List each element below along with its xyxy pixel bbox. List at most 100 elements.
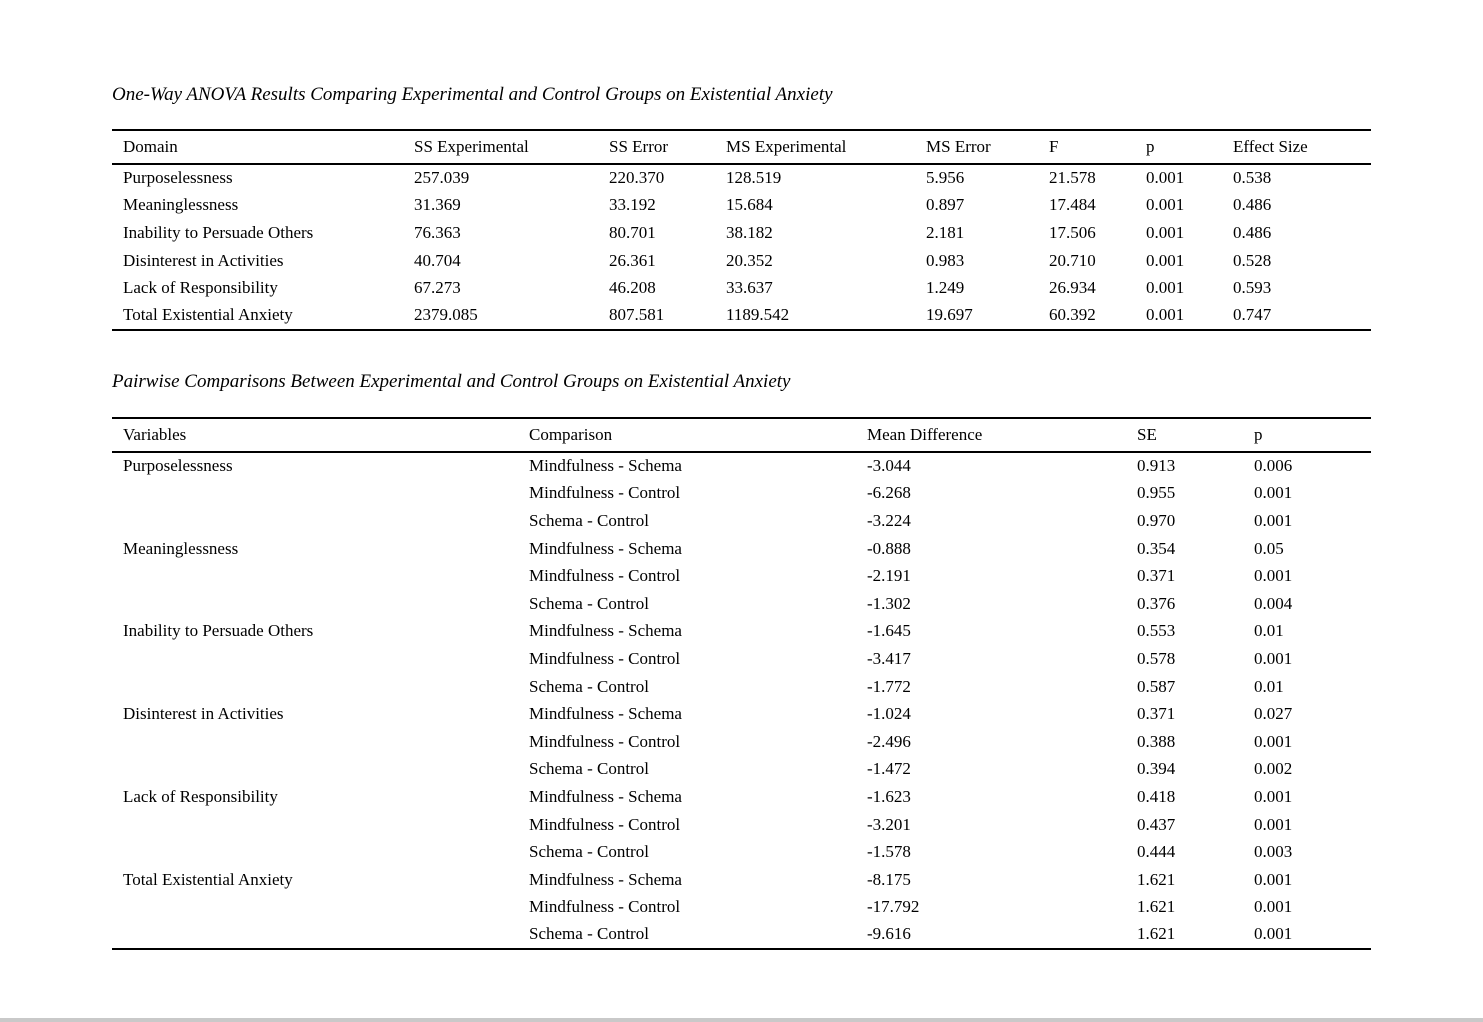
table-cell: 1.249 [926,278,965,298]
table-row: Inability to Persuade Others Mindfulness … [112,618,1371,646]
table-cell: 38.182 [726,222,773,242]
table-cell: 17.484 [1049,195,1096,215]
column-header-ms-experimental: MS Experimental [726,130,926,165]
page-bottom-edge [0,1018,1483,1022]
table-cell: -0.888 [867,538,911,558]
table-cell: 0.01 [1254,621,1284,641]
table-cell: Mindfulness - Control [529,897,681,917]
table-cell: 1.621 [1137,924,1176,944]
table-cell: 0.001 [1146,278,1185,298]
table-cell: -17.792 [867,897,920,917]
anova-table-body: Purposelessness 257.039 220.370 128.519 5.95… [112,164,1371,330]
table-cell [112,645,529,673]
table-cell: 20.710 [1049,250,1096,270]
table-cell: 2.181 [926,222,965,242]
table-cell: -1.645 [867,621,911,641]
table-cell [112,562,529,590]
table-cell: Mindfulness - Schema [529,704,682,724]
table-cell: Schema - Control [529,593,649,613]
table-cell: 0.913 [1137,456,1176,476]
table-cell: 20.352 [726,250,773,270]
table-cell: -3.201 [867,814,911,834]
table-cell: -8.175 [867,869,911,889]
pairwise-table-title: Pairwise Comparisons Between Experimenta… [112,371,791,392]
table-cell: 0.376 [1137,593,1176,613]
table-cell: 5.956 [926,168,965,188]
table-cell: 0.486 [1233,195,1272,215]
table-cell: Total Existential Anxiety [123,869,293,889]
column-header-ss-experimental: SS Experimental [414,130,609,165]
anova-table: Domain SS Experimental SS Error MS Exper… [112,129,1371,331]
column-header-domain: Domain [112,130,414,165]
table-cell: 0.486 [1233,222,1272,242]
table-row: Mindfulness - Control -17.792 1.621 0.001 [112,894,1371,922]
table-cell: 0.001 [1254,786,1293,806]
table-row: Mindfulness - Control -3.417 0.578 0.001 [112,645,1371,673]
table-row: Inability to Persuade Others 76.363 80.701… [112,219,1371,247]
table-cell: 0.001 [1254,510,1293,530]
table-row: Mindfulness - Control -2.496 0.388 0.001 [112,728,1371,756]
table-cell: Schema - Control [529,759,649,779]
table-cell: 0.001 [1254,648,1293,668]
table-cell: -1.472 [867,759,911,779]
table-cell: 1189.542 [726,305,790,325]
table-cell: 33.192 [609,195,656,215]
table-cell: Lack of Responsibility [123,278,278,298]
table-cell: 0.001 [1146,305,1185,325]
column-header-comparison: Comparison [529,418,867,453]
table-cell: 0.444 [1137,842,1176,862]
table-cell: Mindfulness - Control [529,731,681,751]
table-cell: 0.388 [1137,731,1176,751]
table-row: Schema - Control -3.224 0.970 0.001 [112,507,1371,535]
table-cell: 807.581 [609,305,665,325]
table-cell: -6.268 [867,483,911,503]
pairwise-header-row: Variables Comparison Mean Difference SE … [112,418,1371,453]
table-cell: Purposelessness [123,168,233,188]
table-row: Schema - Control -1.472 0.394 0.002 [112,756,1371,784]
table-cell: 0.001 [1146,168,1185,188]
table-cell: Mindfulness - Control [529,648,681,668]
table-cell: -1.772 [867,676,911,696]
table-cell: 17.506 [1049,222,1096,242]
table-cell: Schema - Control [529,924,649,944]
table-cell: -2.496 [867,731,911,751]
table-cell: -1.302 [867,593,911,613]
table-cell: 76.363 [414,222,461,242]
table-cell: 0.593 [1233,278,1272,298]
table-cell [112,590,529,618]
table-cell: 40.704 [414,250,461,270]
table-cell: 60.392 [1049,305,1096,325]
table-cell: 0.003 [1254,842,1293,862]
table-cell: 15.684 [726,195,773,215]
table-cell [112,811,529,839]
column-header-f: F [1049,130,1146,165]
table-cell: 0.578 [1137,648,1176,668]
table-cell: Mindfulness - Schema [529,456,682,476]
table-cell: 0.394 [1137,759,1176,779]
table-cell: Mindfulness - Control [529,483,681,503]
table-cell: 0.001 [1254,483,1293,503]
table-cell [112,894,529,922]
anova-table-title: One-Way ANOVA Results Comparing Experime… [112,84,833,105]
column-header-ss-error: SS Error [609,130,726,165]
table-cell: 0.002 [1254,759,1293,779]
table-cell: 26.934 [1049,278,1096,298]
table-cell: Lack of Responsibility [123,786,278,806]
table-cell: 0.354 [1137,538,1176,558]
table-cell [112,673,529,701]
table-cell: 0.528 [1233,250,1272,270]
table-row: Purposelessness Mindfulness - Schema -3.04… [112,452,1371,480]
anova-header-row: Domain SS Experimental SS Error MS Exper… [112,130,1371,165]
table-cell: 0.747 [1233,305,1272,325]
table-cell: 46.208 [609,278,656,298]
pairwise-table-body: Purposelessness Mindfulness - Schema -3.04… [112,452,1371,949]
table-cell: Inability to Persuade Others [123,621,314,641]
table-cell: 0.001 [1254,924,1293,944]
table-cell: -2.191 [867,566,911,586]
pairwise-table: Variables Comparison Mean Difference SE … [112,417,1371,950]
column-header-ms-error: MS Error [926,130,1049,165]
table-cell: 0.001 [1146,222,1185,242]
table-cell: Disinterest in Activities [123,250,284,270]
table-row: Meaninglessness 31.369 33.192 15.684 0.897 17… [112,192,1371,220]
table-cell: 0.001 [1146,195,1185,215]
